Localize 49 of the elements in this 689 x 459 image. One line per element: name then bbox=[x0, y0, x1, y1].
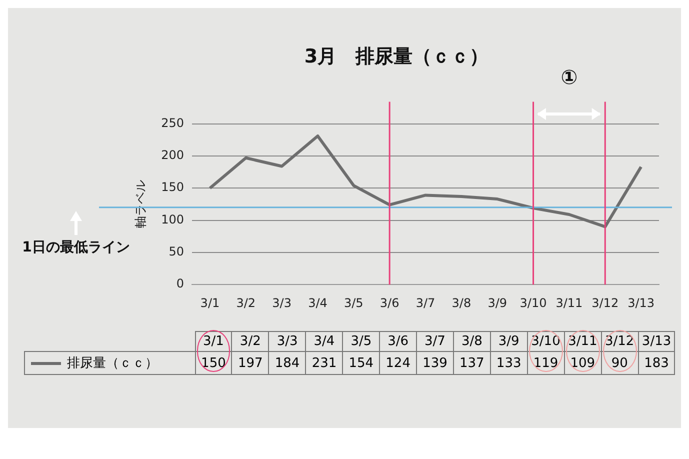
x-tick-label: 3/1 bbox=[200, 296, 220, 310]
category-label: 3/3 bbox=[276, 334, 298, 349]
y-tick-label: 150 bbox=[161, 180, 184, 194]
y-tick-label: 50 bbox=[168, 244, 184, 259]
x-tick-label: 3/4 bbox=[308, 296, 328, 310]
category-label: 3/1 bbox=[203, 334, 224, 349]
x-tick-label: 3/11 bbox=[556, 296, 583, 310]
legend-label: 排尿量（ｃｃ） bbox=[24, 352, 195, 374]
x-tick-label: 3/10 bbox=[520, 296, 547, 310]
data-label: 231 bbox=[306, 352, 343, 374]
text: 3/10 bbox=[531, 334, 560, 349]
text: ① bbox=[560, 65, 578, 90]
data-label: 137 bbox=[453, 352, 490, 374]
y-tick-label: 250 bbox=[161, 116, 184, 130]
chart-title: 3月 排尿量（ｃｃ） bbox=[304, 45, 489, 68]
category-label: 3/8 bbox=[461, 334, 482, 349]
data-label: 150 bbox=[195, 352, 232, 374]
x-tick-label: 3/3 bbox=[272, 296, 292, 310]
data-label: 90 bbox=[601, 352, 638, 374]
text: 3/6 bbox=[388, 334, 409, 349]
data-label: 133 bbox=[490, 352, 528, 374]
category-label: 3/2 bbox=[240, 334, 261, 349]
category-label: 3/11 bbox=[568, 334, 598, 349]
x-tick-label: 3/8 bbox=[452, 296, 472, 310]
data-label: 109 bbox=[564, 352, 602, 374]
data-label: 154 bbox=[342, 352, 380, 374]
category-label: 3/7 bbox=[424, 334, 446, 349]
category-label: 3/13 bbox=[642, 334, 672, 349]
y-tick-label: 200 bbox=[161, 148, 184, 162]
x-tick-label: 3/5 bbox=[344, 296, 364, 310]
text: 3/12 bbox=[605, 334, 634, 349]
data-label: 119 bbox=[527, 352, 564, 374]
data-label: 183 bbox=[638, 352, 675, 374]
category-label: 3/9 bbox=[498, 334, 520, 349]
data-label: 124 bbox=[380, 352, 417, 374]
data-label: 139 bbox=[416, 352, 454, 374]
y-tick-label: 0 bbox=[176, 276, 184, 291]
category-label: 3/5 bbox=[350, 334, 372, 349]
data-label: 197 bbox=[232, 352, 269, 374]
x-tick-label: 3/7 bbox=[416, 296, 436, 310]
x-tick-label: 3/9 bbox=[488, 296, 507, 310]
x-tick-label: 3/12 bbox=[592, 296, 619, 310]
x-tick-label: 3/2 bbox=[236, 296, 256, 310]
ref-line-label: 1日の最低ライン bbox=[22, 239, 130, 256]
x-tick-label: 3/6 bbox=[380, 296, 400, 310]
y-tick-label: 100 bbox=[161, 212, 184, 226]
category-label: 3/4 bbox=[314, 334, 335, 349]
data-label: 184 bbox=[268, 352, 306, 374]
x-tick-label: 3/13 bbox=[628, 296, 655, 310]
